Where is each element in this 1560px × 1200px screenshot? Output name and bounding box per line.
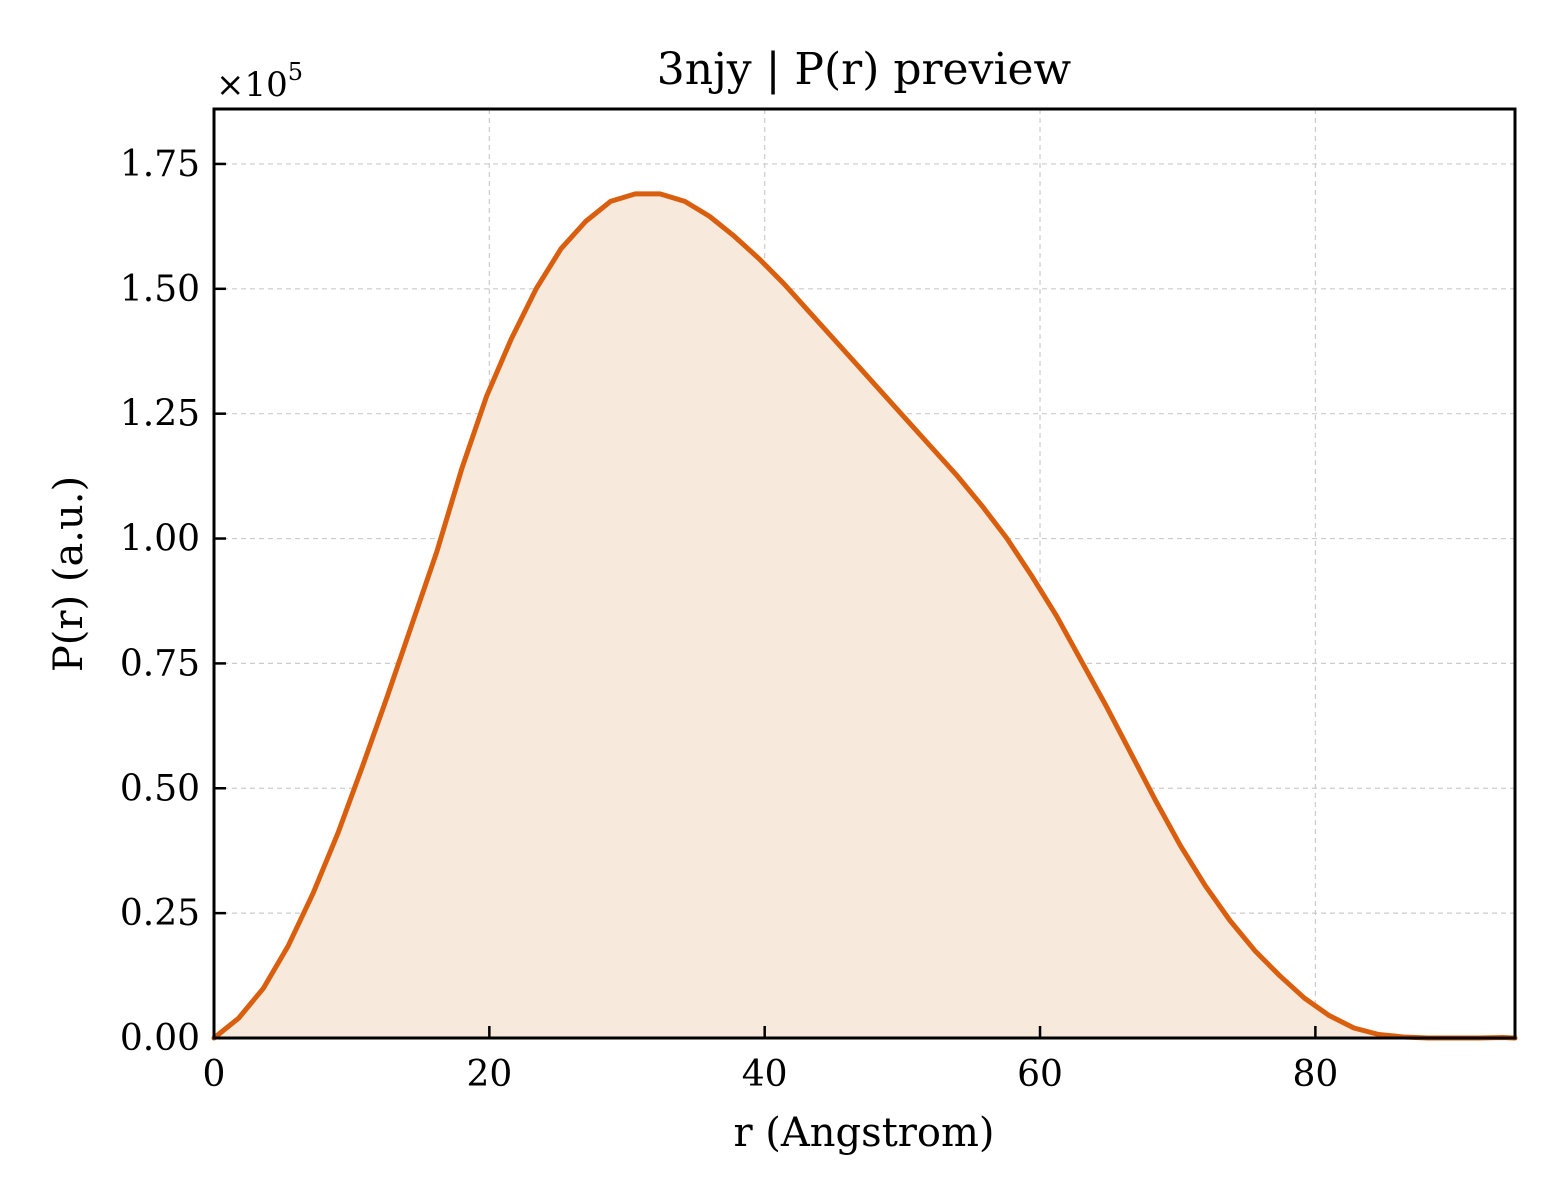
x-tick-label: 60 (1017, 1054, 1063, 1095)
y-axis-label: P(r) (a.u.) (46, 476, 92, 672)
y-tick-label: 0.25 (120, 893, 200, 934)
x-tick-label: 40 (742, 1054, 788, 1095)
y-axis-offset-label: ×105 (216, 58, 303, 105)
plot-frame (212, 107, 1517, 1040)
x-tick-label: 80 (1292, 1054, 1338, 1095)
chart-title: 3njy | P(r) preview (657, 44, 1072, 95)
y-axis-offset-exponent: 5 (288, 58, 303, 86)
pr-curve-line (211, 191, 1518, 1041)
x-tick-label: 20 (466, 1054, 512, 1095)
x-tick-label: 0 (203, 1054, 226, 1095)
y-tick-label: 1.00 (120, 519, 200, 560)
axis-ticks: 0 20 40 60 80 0.00 0.25 0.50 0.75 1.00 1.25 1.50 1.7… (120, 144, 1338, 1095)
y-tick-label: 1.75 (120, 144, 200, 185)
x-axis-label: r (Angstrom) (733, 1110, 994, 1156)
pr-area-fill (214, 193, 1515, 1038)
y-tick-label: 0.00 (120, 1018, 200, 1059)
y-axis-offset-base: ×10 (216, 65, 288, 105)
y-tick-label: 0.50 (120, 768, 200, 809)
y-tick-label: 1.50 (120, 269, 200, 310)
data-series (211, 191, 1518, 1041)
y-tick-label: 1.25 (120, 394, 200, 435)
y-tick-label: 0.75 (120, 643, 200, 684)
